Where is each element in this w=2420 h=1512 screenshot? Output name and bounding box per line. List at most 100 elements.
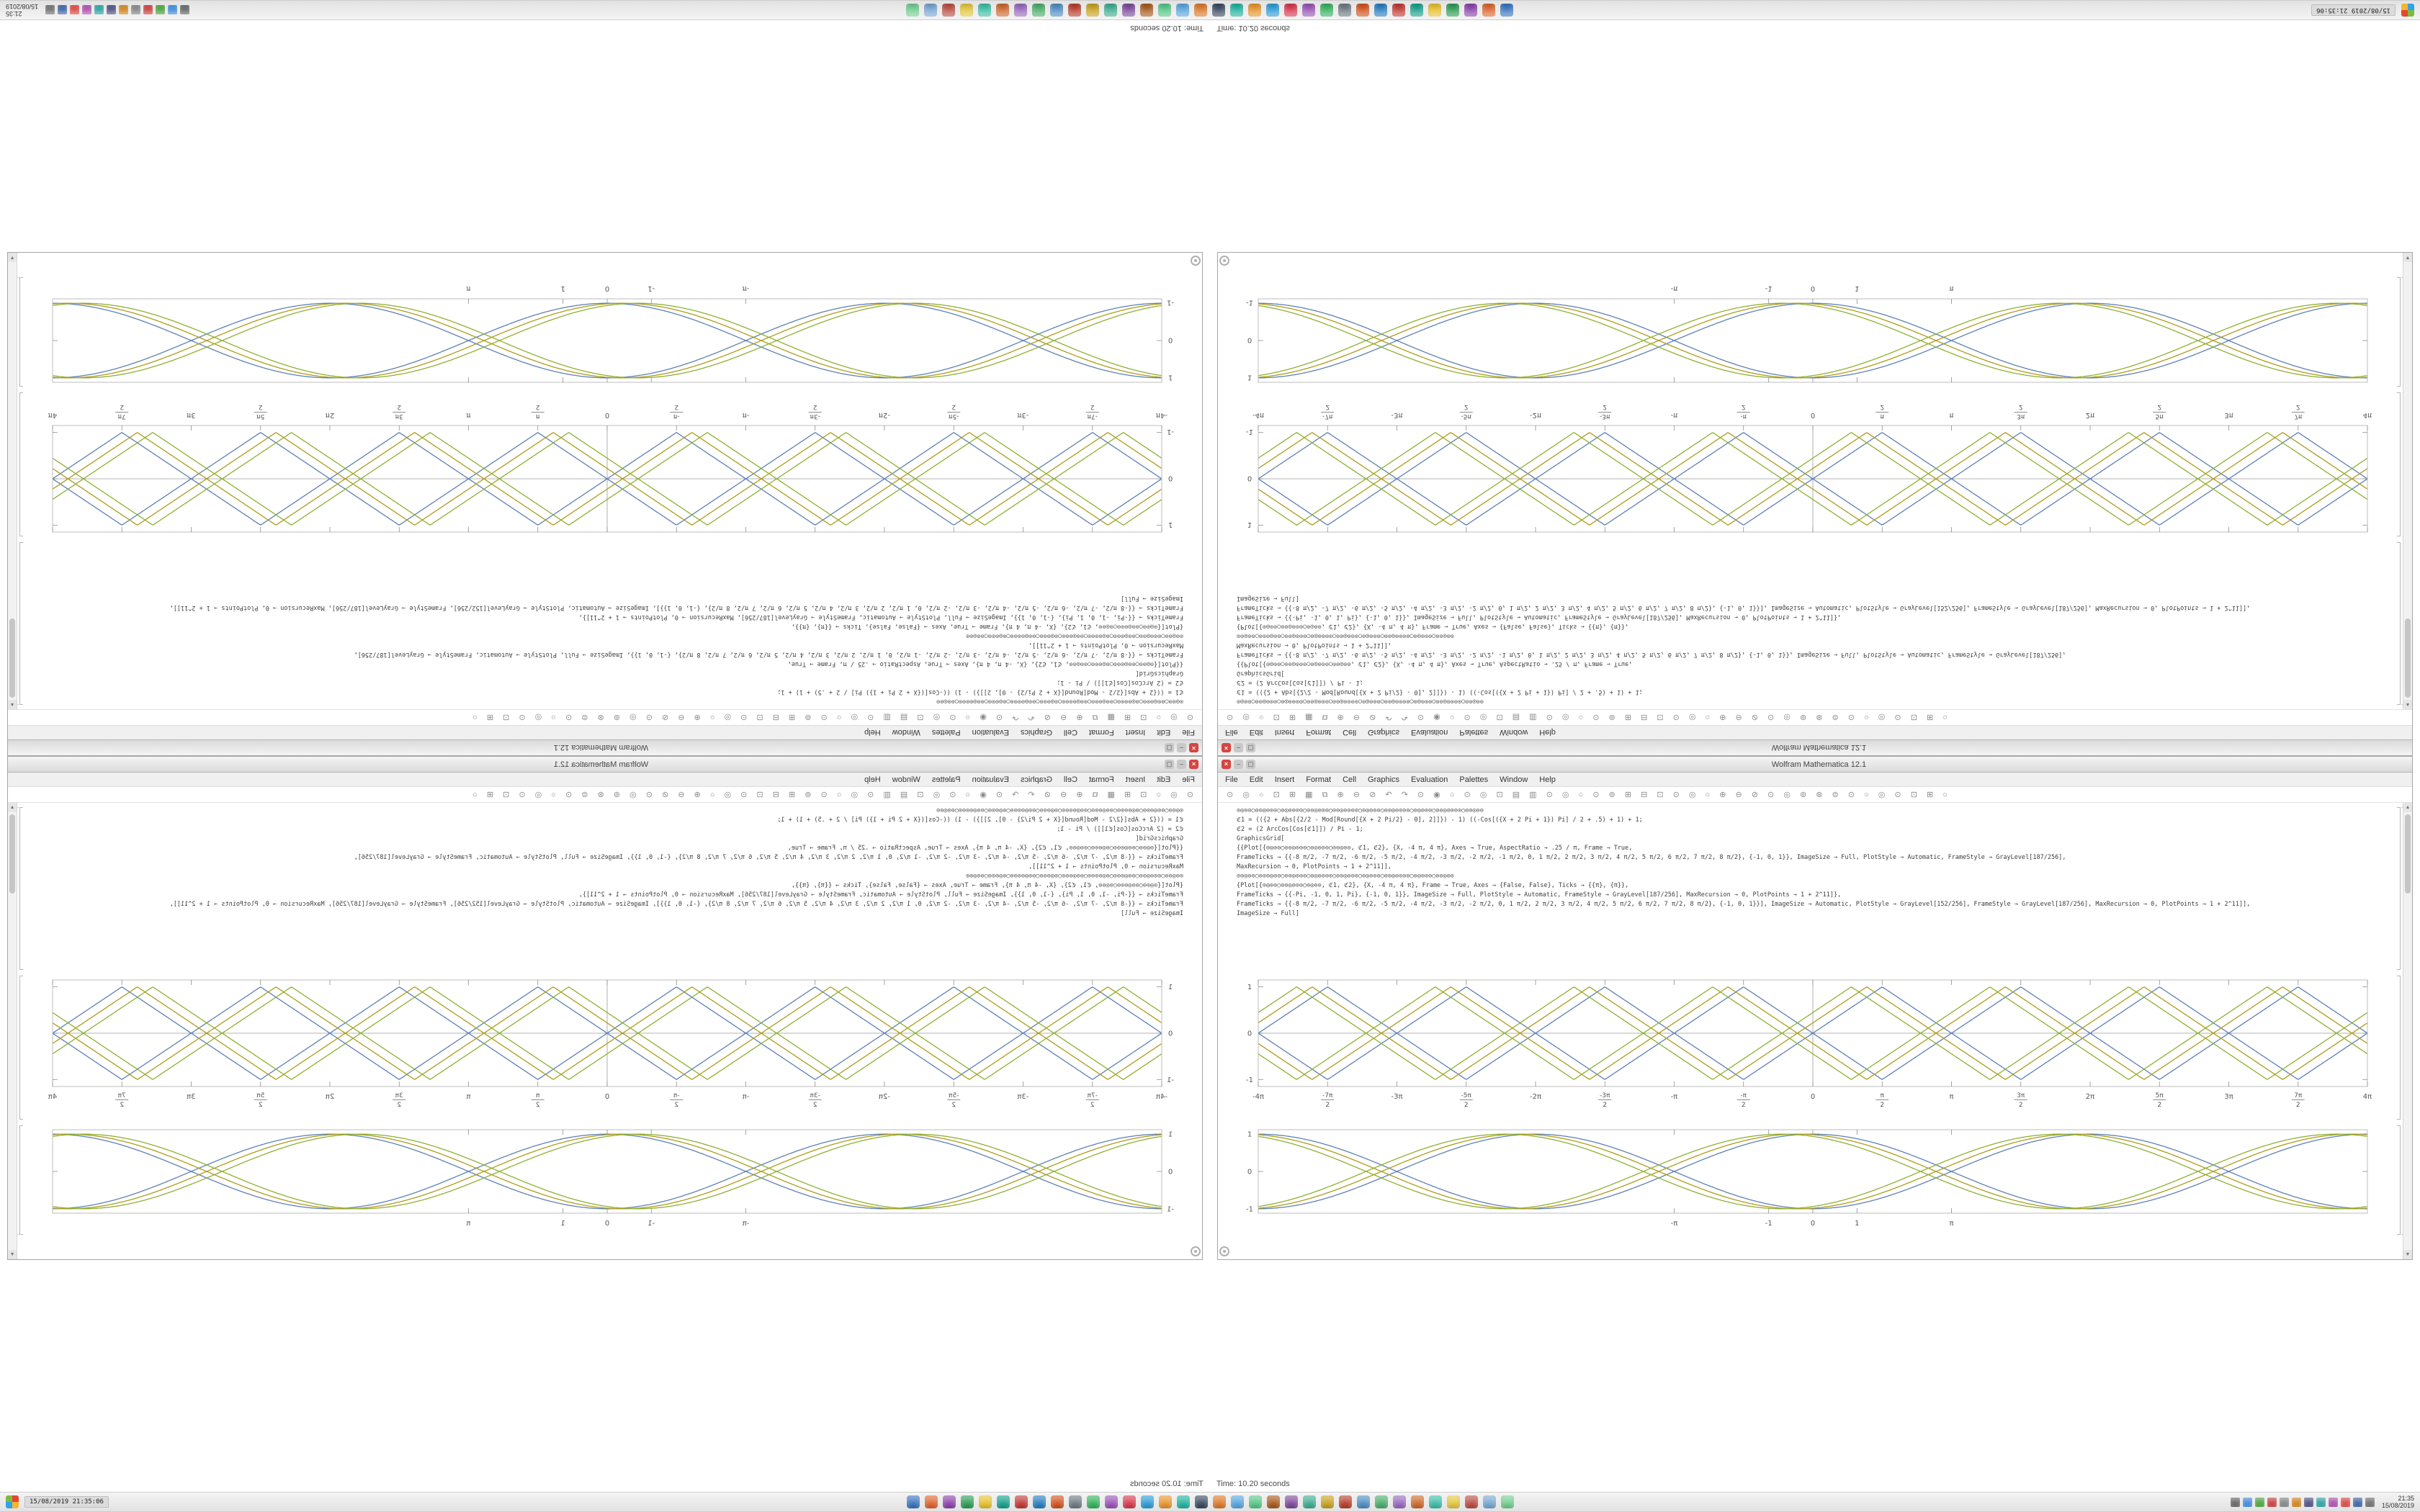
app-icon-26[interactable]	[1356, 1495, 1370, 1508]
app-icon-13[interactable]	[1122, 1495, 1136, 1508]
code-line[interactable]: MaxRecursion → 0, PlotPoints → 1 + 2^11]…	[1028, 642, 1183, 649]
menu-item-file[interactable]: File	[1182, 775, 1195, 784]
scroll-up-button[interactable]: ▲	[8, 700, 17, 709]
app-icon-28[interactable]	[1392, 1495, 1406, 1508]
code-cell[interactable]: ⊙◎⊙⊙○⊙⊙◎⊙⊙⊙○⊙◎⊙⊙⊙⊙○⊙⊙◎⊙⊙⊙○⊙⊙◎⊙⊙⊙⊙○⊙◎⊙⊙⊙○…	[32, 542, 1183, 705]
menu-item-edit[interactable]: Edit	[1249, 775, 1263, 784]
app-icon-03[interactable]	[942, 1495, 956, 1508]
app-icon-29[interactable]	[1410, 1495, 1424, 1508]
menu-item-help[interactable]: Help	[864, 728, 881, 737]
scroll-thumb[interactable]	[9, 814, 15, 894]
code-line[interactable]: MaxRecursion → 0, PlotPoints → 1 + 2^11]…	[1028, 863, 1183, 870]
code-line[interactable]: ImageSize → Full]	[1237, 910, 1299, 917]
scroll-up-button[interactable]: ▲	[2403, 700, 2412, 709]
menu-item-cell[interactable]: Cell	[1343, 728, 1357, 737]
menu-item-palettes[interactable]: Palettes	[931, 775, 961, 784]
app-icon-26[interactable]	[1050, 4, 1064, 17]
menu-item-window[interactable]: Window	[892, 728, 920, 737]
menu-item-file[interactable]: File	[1182, 728, 1195, 737]
maximize-button[interactable]: ▢	[1246, 743, 1255, 752]
app-icon-21[interactable]	[1140, 4, 1154, 17]
app-icon-04[interactable]	[960, 1495, 974, 1508]
code-cell[interactable]: ⊙◎⊙⊙○⊙⊙◎⊙⊙⊙○⊙◎⊙⊙⊙⊙○⊙⊙◎⊙⊙⊙○⊙⊙◎⊙⊙⊙⊙○⊙◎⊙⊙⊙○…	[1237, 807, 2388, 970]
scroll-thumb[interactable]	[9, 618, 15, 698]
code-line[interactable]: GraphicsGrid[	[1237, 835, 1285, 842]
code-line[interactable]: FrameTicks → {{-8 π/2, -7 π/2, -6 π/2, -…	[1237, 901, 2251, 908]
code-line[interactable]: GraphicsGrid[	[1135, 670, 1183, 677]
menu-item-palettes[interactable]: Palettes	[931, 728, 961, 737]
tray-icon-07[interactable]	[2303, 1497, 2313, 1507]
app-icon-02[interactable]	[1482, 4, 1496, 17]
app-icon-01[interactable]	[906, 1495, 920, 1508]
app-icon-24[interactable]	[1320, 1495, 1334, 1508]
menu-item-edit[interactable]: Edit	[1157, 775, 1171, 784]
window-titlebar[interactable]: × – ▢ Wolfram Mathematica 12.1	[8, 739, 1202, 755]
code-line[interactable]: ⊙⊙◎⊙⊙○⊙⊙⊙◎⊙⊙○⊙⊙◎⊙⊙⊙○⊙◎⊙⊙⊙⊙○⊙⊙◎⊙⊙⊙○⊙◎⊙⊙⊙○…	[1237, 632, 1454, 639]
menu-item-format[interactable]: Format	[1088, 728, 1114, 737]
code-line[interactable]: FrameTicks → {{-Pi, -1, 0, 1, Pi}, {-1, …	[578, 613, 1183, 621]
app-icon-21[interactable]	[1266, 1495, 1280, 1508]
code-line[interactable]: {Plot[{⊙◎⊙⊙○⊙⊙◎⊙⊙⊙○⊙◎⊙⊙, ℭ1, ℭ2}, {X, -4…	[791, 882, 1183, 889]
scroll-thumb[interactable]	[2405, 814, 2411, 894]
menu-item-graphics[interactable]: Graphics	[1368, 728, 1400, 737]
cell-bracket-code[interactable]	[2397, 807, 2401, 970]
menu-item-evaluation[interactable]: Evaluation	[972, 728, 1009, 737]
cell-bracket-code[interactable]	[19, 542, 23, 705]
tray-icon-11[interactable]	[58, 5, 68, 15]
tray-icon-08[interactable]	[94, 5, 104, 15]
maximize-button[interactable]: ▢	[1246, 760, 1255, 769]
app-icon-13[interactable]	[1284, 4, 1298, 17]
menu-item-file[interactable]: File	[1225, 775, 1238, 784]
app-icon-25[interactable]	[1338, 1495, 1352, 1508]
app-icon-16[interactable]	[1176, 1495, 1190, 1508]
app-icon-12[interactable]	[1104, 1495, 1118, 1508]
code-line[interactable]: ℭ2 = (2 ArcCos[Cos[ℭ1]]) / Pi - 1;	[1057, 826, 1183, 833]
code-line[interactable]: ⊙⊙◎⊙⊙○⊙⊙⊙◎⊙⊙○⊙⊙◎⊙⊙⊙○⊙◎⊙⊙⊙⊙○⊙⊙◎⊙⊙⊙○⊙◎⊙⊙⊙○…	[966, 873, 1183, 880]
tray-icon-08[interactable]	[2316, 1497, 2326, 1507]
app-icon-33[interactable]	[924, 4, 938, 17]
menu-item-cell[interactable]: Cell	[1063, 728, 1077, 737]
cell-bracket-plot1[interactable]	[2397, 976, 2401, 1120]
scroll-down-button[interactable]: ▼	[2403, 1250, 2412, 1259]
app-icon-05[interactable]	[1428, 4, 1442, 17]
tray-icon-06[interactable]	[2291, 1497, 2301, 1507]
close-button[interactable]: ×	[1189, 760, 1198, 769]
toolbar[interactable]: ⊙ ◎ ○ ⊡ ⊞ ▦ ⧉ ⊕ ⊖ ⊘ ↶ ↷ ⊙ ◉ ○ ⊙ ◎ ⊡ ▤ ▥ …	[1218, 709, 2412, 725]
menu-item-window[interactable]: Window	[892, 775, 920, 784]
menu-item-cell[interactable]: Cell	[1343, 775, 1357, 784]
code-line[interactable]: FrameTicks → {{-8 π/2, -7 π/2, -6 π/2, -…	[1237, 604, 2251, 611]
code-line[interactable]: ℭ1 = (({2 + Abs[{2/2 - Mod[Round[{X + 2 …	[1237, 688, 1643, 696]
app-icon-23[interactable]	[1104, 4, 1118, 17]
app-icon-19[interactable]	[1176, 4, 1190, 17]
app-icon-02[interactable]	[924, 1495, 938, 1508]
start-button[interactable]	[2401, 4, 2414, 17]
tray-icon-11[interactable]	[2352, 1497, 2362, 1507]
scroll-down-button[interactable]: ▼	[2403, 253, 2412, 262]
app-icon-08[interactable]	[1374, 4, 1388, 17]
cell-bracket-plot2[interactable]	[2397, 1125, 2401, 1235]
code-line[interactable]: ImageSize → Full]	[1121, 910, 1183, 917]
app-icon-03[interactable]	[1464, 4, 1478, 17]
app-icon-07[interactable]	[1392, 4, 1406, 17]
menu-item-file[interactable]: File	[1225, 728, 1238, 737]
code-line[interactable]: MaxRecursion → 0, PlotPoints → 1 + 2^11]…	[1237, 863, 1392, 870]
code-line[interactable]: FrameTicks → {{-8 π/2, -7 π/2, -6 π/2, -…	[169, 604, 1183, 611]
tray-icon-02[interactable]	[2242, 1497, 2252, 1507]
suggestions-bar-toggle[interactable]	[1219, 256, 1229, 266]
menu-item-graphics[interactable]: Graphics	[1020, 775, 1052, 784]
tray-icon-03[interactable]	[156, 5, 166, 15]
code-line[interactable]: {{Plot[{⊙◎⊙⊙○⊙⊙◎⊙⊙⊙○⊙◎⊙⊙⊙○⊙⊙◎⊙⊙, ℭ1, ℭ2}…	[1237, 660, 1633, 667]
menu-item-cell[interactable]: Cell	[1063, 775, 1077, 784]
scroll-thumb[interactable]	[2405, 618, 2411, 698]
code-line[interactable]: GraphicsGrid[	[1135, 835, 1183, 842]
app-icon-31[interactable]	[960, 4, 974, 17]
cell-bracket-plot2[interactable]	[19, 277, 23, 387]
code-line[interactable]: FrameTicks → {{-Pi, -1, 0, 1, Pi}, {-1, …	[1237, 891, 1842, 899]
suggestions-bar-toggle[interactable]	[1219, 1246, 1229, 1256]
code-line[interactable]: FrameTicks → {{-Pi, -1, 0, 1, Pi}, {-1, …	[578, 891, 1183, 899]
app-icon-10[interactable]	[1068, 1495, 1082, 1508]
app-icon-30[interactable]	[1428, 1495, 1442, 1508]
tray-icon-01[interactable]	[180, 5, 190, 15]
menu-item-palettes[interactable]: Palettes	[1459, 728, 1489, 737]
menu-item-evaluation[interactable]: Evaluation	[1411, 775, 1448, 784]
